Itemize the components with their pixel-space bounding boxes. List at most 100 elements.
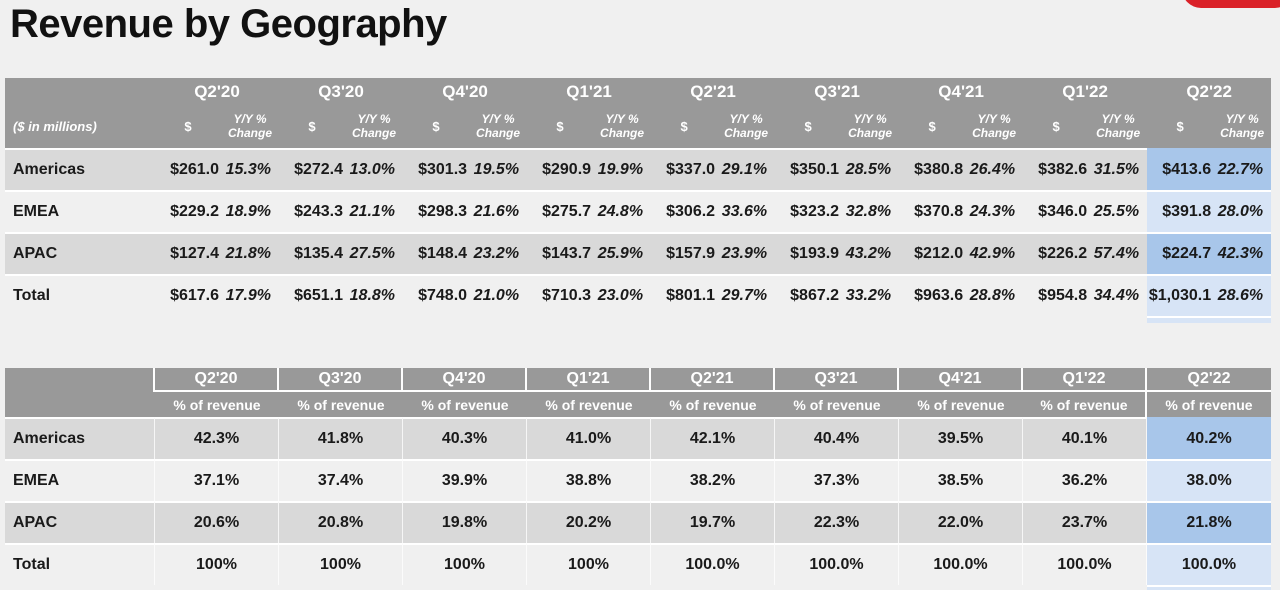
quarter-header: Q2'21 — [651, 78, 776, 105]
revenue-by-geography-dollars-section: Q2'20 Q3'20 Q4'20 Q1'21 Q2'21 Q3'21 Q4'21 Q1'22… — [5, 78, 1272, 323]
pct-of-revenue-cell: 42.3% — [155, 417, 279, 459]
dollar-column-header: $ — [279, 105, 346, 148]
revenue-table: Q2'20 Q3'20 Q4'20 Q1'21 Q2'21 Q3'21 Q4'21 Q1'22… — [5, 78, 1272, 323]
pct-of-revenue-column-header: % of revenue — [403, 392, 527, 417]
spacer-cell — [5, 585, 155, 590]
pct-of-revenue-column-header: % of revenue — [527, 392, 651, 417]
yoy-change-cell: 29.1% — [717, 148, 776, 190]
revenue-cell: $346.0 — [1023, 190, 1090, 232]
quarter-header: Q1'22 — [1023, 368, 1147, 392]
table-row: Total 100% 100% 100% 100% 100.0% 100.0% 100.0% 1… — [5, 543, 1271, 585]
revenue-cell: $148.4 — [403, 232, 470, 274]
brand-logo-fragment — [1182, 0, 1280, 8]
revenue-cell: $337.0 — [651, 148, 718, 190]
spacer-cell — [965, 316, 1023, 323]
yoy-change-cell: 25.5% — [1089, 190, 1148, 232]
yoy-change-cell: 28.6% — [1213, 274, 1272, 316]
spacer-cell — [221, 316, 279, 323]
units-label: ($ in millions) — [5, 105, 155, 148]
spacer-cell — [651, 316, 717, 323]
yoy-change-cell: 21.8% — [221, 232, 280, 274]
yoy-change-cell: 21.1% — [345, 190, 404, 232]
yoy-change-cell: 33.2% — [841, 274, 900, 316]
pct-of-revenue-cell: 38.0% — [1147, 459, 1271, 501]
pct-of-revenue-cell: 20.8% — [279, 501, 403, 543]
spacer-cell — [651, 585, 775, 590]
yoy-change-cell: 18.8% — [345, 274, 404, 316]
dollar-column-header: $ — [527, 105, 594, 148]
yoy-change-column-header: Y/Y % Change — [593, 105, 652, 148]
spacer-cell — [403, 316, 469, 323]
yoy-change-cell: 19.9% — [593, 148, 652, 190]
revenue-by-geography-percent-section: Q2'20 Q3'20 Q4'20 Q1'21 Q2'21 Q3'21 Q4'21 Q1'22… — [5, 368, 1271, 590]
pct-of-revenue-cell: 100.0% — [1147, 543, 1271, 585]
yoy-change-cell: 24.8% — [593, 190, 652, 232]
spacer-cell — [1213, 316, 1272, 323]
yoy-change-cell: 21.6% — [469, 190, 528, 232]
revenue-cell: $193.9 — [775, 232, 842, 274]
pct-of-revenue-cell: 37.4% — [279, 459, 403, 501]
revenue-cell: $135.4 — [279, 232, 346, 274]
spacer-cell — [155, 316, 221, 323]
yoy-change-cell: 42.9% — [965, 232, 1024, 274]
corner-cell — [5, 392, 155, 417]
yoy-change-cell: 28.0% — [1213, 190, 1272, 232]
pct-of-revenue-column-header: % of revenue — [651, 392, 775, 417]
revenue-cell: $867.2 — [775, 274, 842, 316]
spacer-cell — [899, 316, 965, 323]
quarter-header: Q4'20 — [403, 368, 527, 392]
revenue-cell: $306.2 — [651, 190, 718, 232]
pct-of-revenue-cell: 37.1% — [155, 459, 279, 501]
yoy-change-column-header: Y/Y % Change — [717, 105, 776, 148]
pct-of-revenue-column-header: % of revenue — [1023, 392, 1147, 417]
revenue-cell: $651.1 — [279, 274, 346, 316]
revenue-cell: $963.6 — [899, 274, 966, 316]
revenue-cell: $323.2 — [775, 190, 842, 232]
quarter-header: Q2'20 — [155, 368, 279, 392]
yoy-change-cell: 19.5% — [469, 148, 528, 190]
region-label: EMEA — [5, 459, 155, 501]
spacer-cell — [527, 585, 651, 590]
spacer-cell — [899, 585, 1023, 590]
region-label: APAC — [5, 232, 155, 274]
region-label: Americas — [5, 417, 155, 459]
quarter-header: Q4'21 — [899, 368, 1023, 392]
pct-of-revenue-cell: 22.3% — [775, 501, 899, 543]
spacer-cell — [717, 316, 775, 323]
yoy-change-column-header: Y/Y % Change — [1089, 105, 1148, 148]
pct-of-revenue-cell: 100.0% — [1023, 543, 1147, 585]
spacer-row — [5, 316, 1272, 323]
quarter-header: Q1'22 — [1023, 78, 1148, 105]
pct-of-revenue-cell: 20.6% — [155, 501, 279, 543]
quarter-header: Q3'21 — [775, 78, 900, 105]
spacer-cell — [469, 316, 527, 323]
yoy-change-cell: 17.9% — [221, 274, 280, 316]
revenue-cell: $380.8 — [899, 148, 966, 190]
pct-of-revenue-column-header: % of revenue — [775, 392, 899, 417]
quarter-header: Q3'21 — [775, 368, 899, 392]
dollar-column-header: $ — [155, 105, 221, 148]
pct-of-revenue-cell: 37.3% — [775, 459, 899, 501]
yoy-change-cell: 25.9% — [593, 232, 652, 274]
pct-of-revenue-column-header: % of revenue — [899, 392, 1023, 417]
revenue-cell: $301.3 — [403, 148, 470, 190]
spacer-cell — [1147, 585, 1271, 590]
pct-of-revenue-cell: 38.5% — [899, 459, 1023, 501]
pct-of-revenue-cell: 100.0% — [775, 543, 899, 585]
revenue-cell: $290.9 — [527, 148, 594, 190]
quarter-header: Q1'21 — [527, 78, 652, 105]
pct-of-revenue-cell: 20.2% — [527, 501, 651, 543]
table-subheader-row: % of revenue% of revenue% of revenue% of… — [5, 392, 1271, 417]
yoy-change-cell: 15.3% — [221, 148, 280, 190]
pct-of-revenue-cell: 41.0% — [527, 417, 651, 459]
revenue-cell: $748.0 — [403, 274, 470, 316]
dollar-column-header: $ — [651, 105, 718, 148]
table-row: APAC 20.6% 20.8% 19.8% 20.2% 19.7% 22.3% 22.0% 2… — [5, 501, 1271, 543]
yoy-change-cell: 24.3% — [965, 190, 1024, 232]
pct-of-revenue-column-header: % of revenue — [279, 392, 403, 417]
revenue-cell: $617.6 — [155, 274, 221, 316]
pct-of-revenue-cell: 22.0% — [899, 501, 1023, 543]
dollar-column-header: $ — [403, 105, 470, 148]
table-header-row: Q2'20 Q3'20 Q4'20 Q1'21 Q2'21 Q3'21 Q4'21 Q1'22… — [5, 78, 1272, 105]
region-label: Americas — [5, 148, 155, 190]
